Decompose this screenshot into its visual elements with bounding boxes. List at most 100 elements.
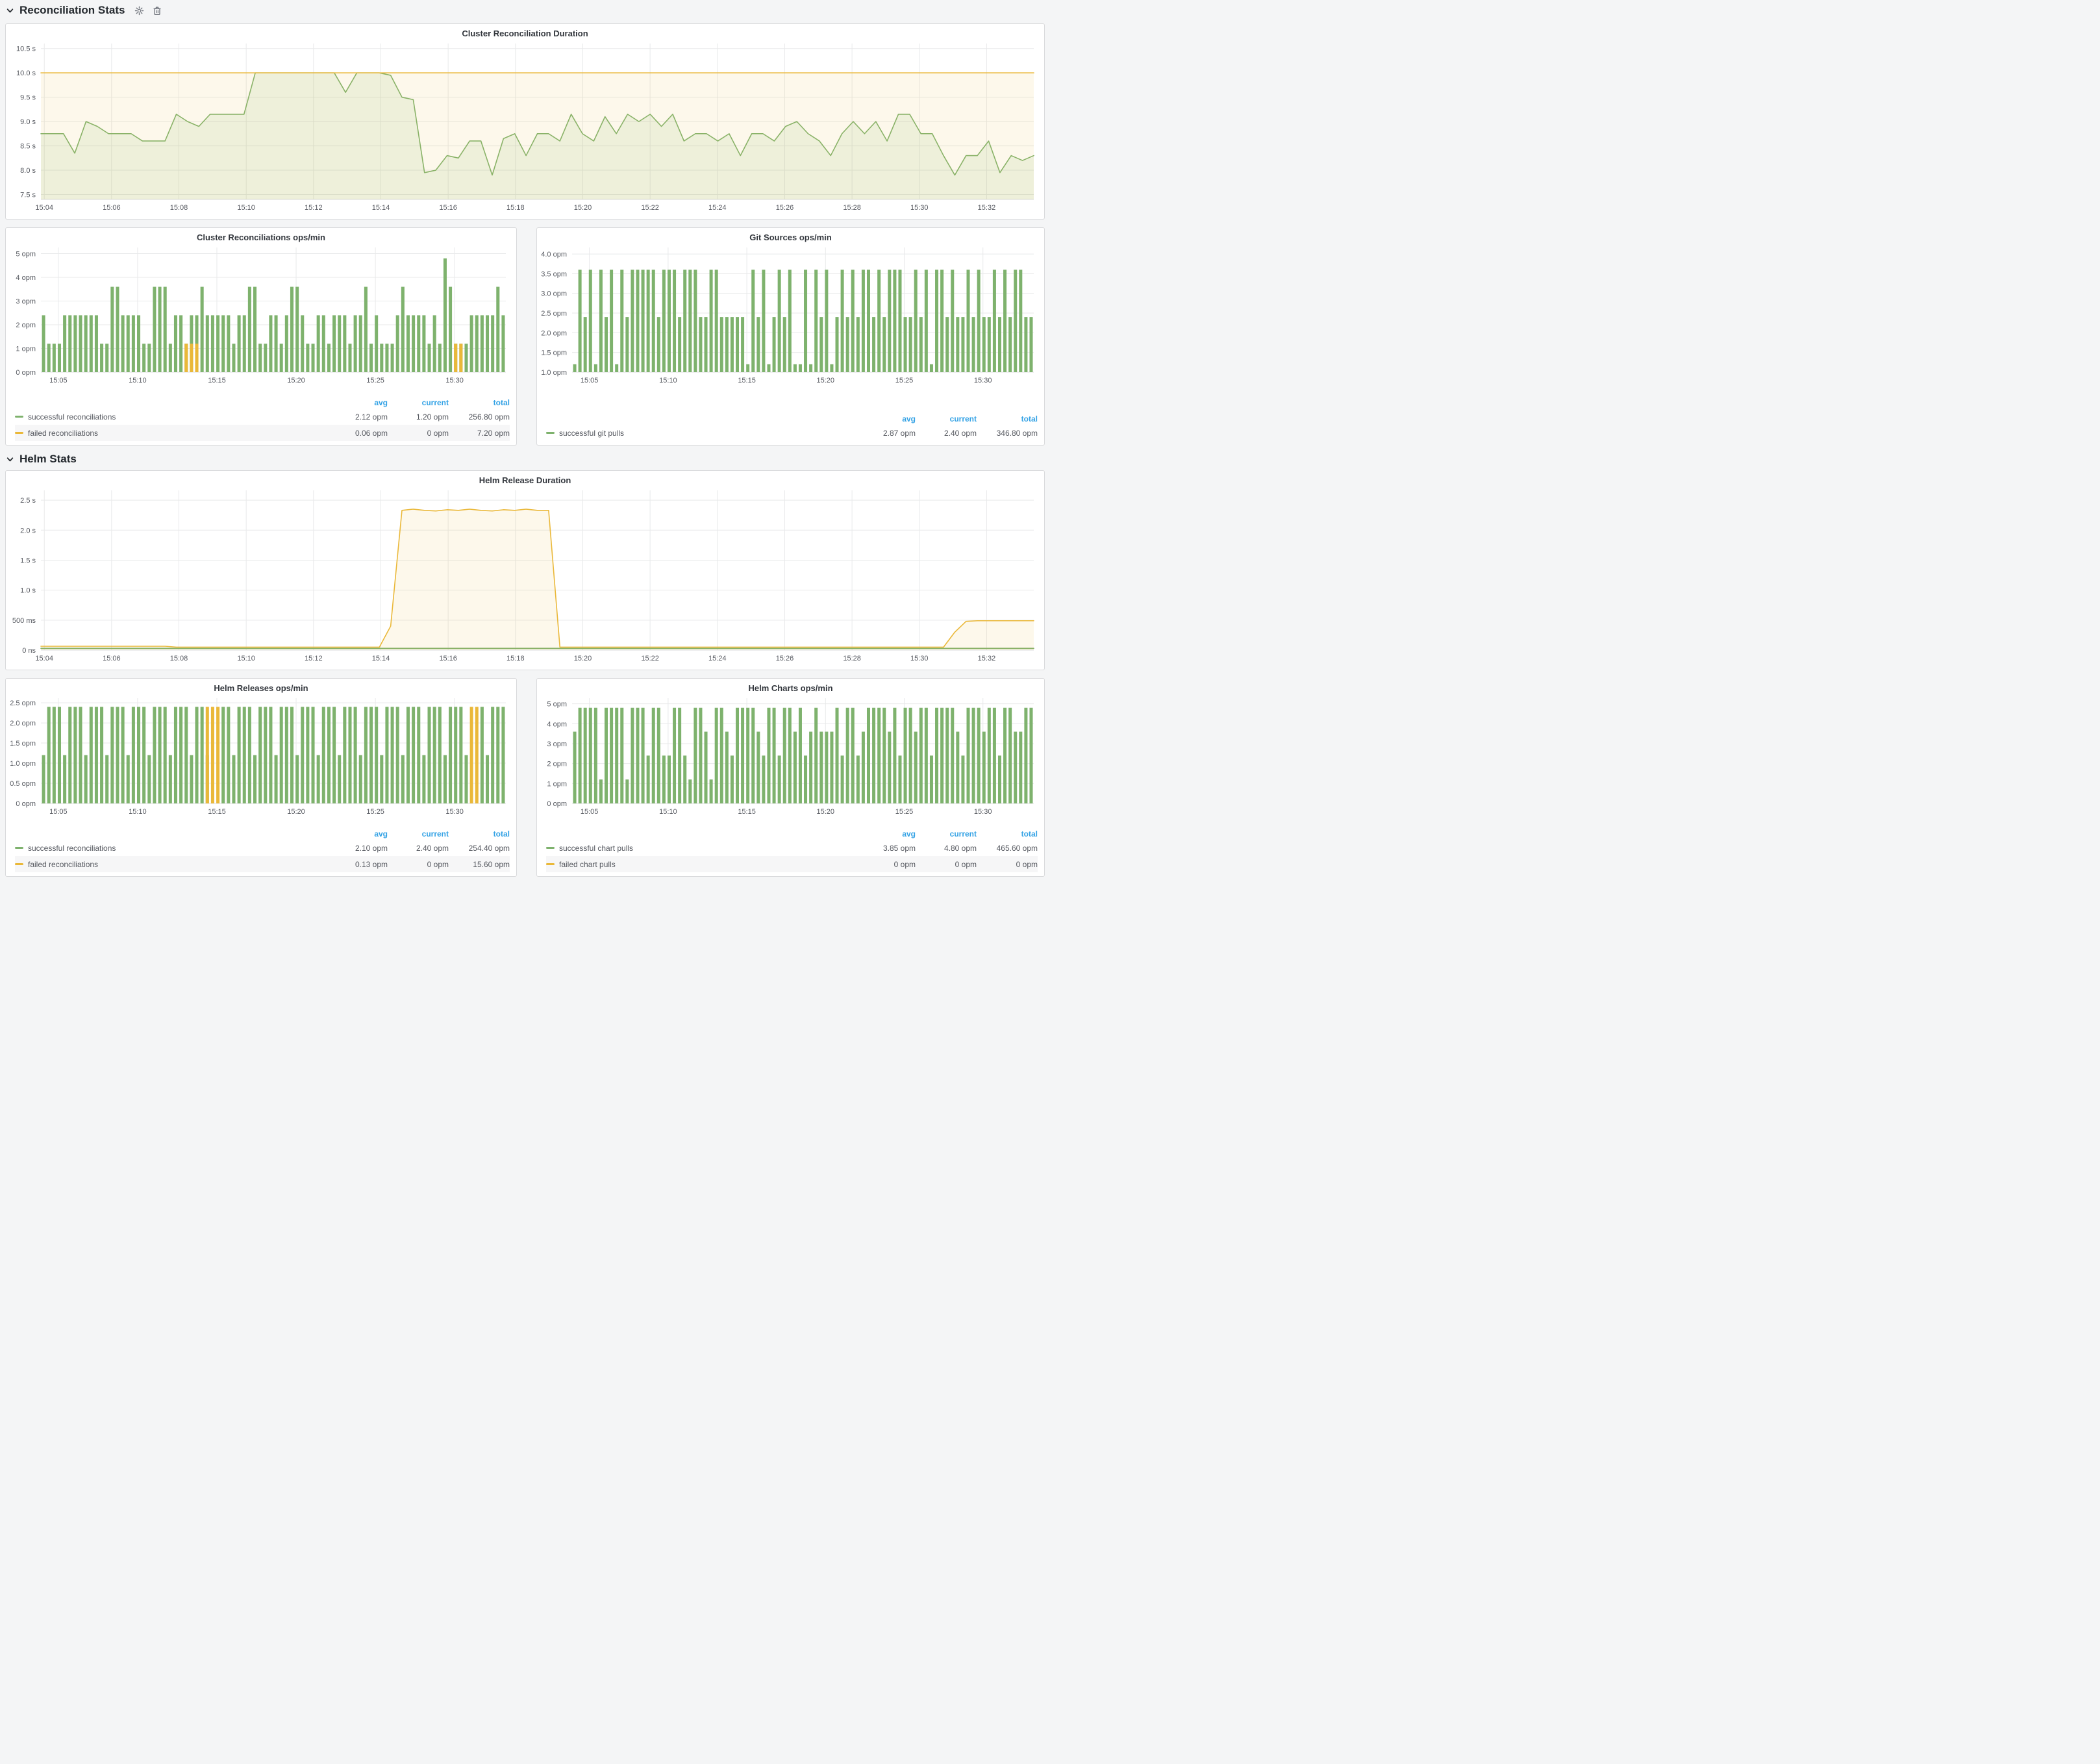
- legend-series[interactable]: failed reconciliations: [15, 860, 327, 869]
- panel-helm-charts-opm: Helm Charts ops/min 15:05 15:10 15:15 15:20…: [536, 678, 1045, 877]
- svg-text:15:25: 15:25: [895, 377, 914, 384]
- panel-title[interactable]: Cluster Reconciliation Duration: [462, 29, 588, 38]
- svg-text:15:18: 15:18: [506, 204, 525, 212]
- legend-series-name[interactable]: successful reconciliations: [28, 412, 116, 422]
- legend-value: 0.13 opm: [355, 859, 388, 869]
- legend-value: 2.12 opm: [355, 412, 388, 422]
- svg-text:4 opm: 4 opm: [16, 274, 36, 282]
- cluster-reconciliations-opm-chart[interactable]: 15:05 15:10 15:15 15:20 15:25 15:30 0 opm 1 opm…: [8, 245, 512, 388]
- svg-text:15:05: 15:05: [49, 377, 68, 384]
- helm-charts-opm-chart[interactable]: 15:05 15:10 15:15 15:20 15:25 15:30 0 opm 1 opm…: [540, 696, 1040, 819]
- legend-column-current[interactable]: current: [949, 829, 977, 838]
- section-title[interactable]: Helm Stats: [19, 453, 77, 465]
- helm-releases-opm-chart[interactable]: 15:05 15:10 15:15 15:20 15:25 15:30 0 opm 0.5 o…: [8, 696, 512, 819]
- svg-text:1.5 opm: 1.5 opm: [541, 349, 567, 357]
- legend-column-current[interactable]: current: [949, 414, 977, 423]
- cluster-reconciliation-duration-chart[interactable]: 15:04 15:06 15:08 15:10 15:12 15:14 15:16 15:18…: [8, 41, 1040, 215]
- legend-series-marker-icon: [15, 847, 23, 849]
- legend-column-avg[interactable]: avg: [902, 829, 916, 838]
- svg-text:1.5 opm: 1.5 opm: [10, 740, 36, 748]
- svg-text:7.5 s: 7.5 s: [20, 192, 36, 199]
- svg-text:15:32: 15:32: [978, 204, 996, 212]
- svg-text:15:30: 15:30: [974, 808, 992, 816]
- svg-text:15:25: 15:25: [895, 808, 914, 816]
- panel-helm-release-duration: Helm Release Duration 15:04 15:06 15:08 15:…: [5, 470, 1045, 670]
- svg-text:15:24: 15:24: [708, 204, 727, 212]
- legend-series-marker-icon: [15, 432, 23, 434]
- legend-series[interactable]: successful reconciliations: [15, 412, 327, 422]
- chevron-down-icon[interactable]: [6, 7, 14, 14]
- legend-column-total[interactable]: total: [493, 829, 510, 838]
- svg-text:15:10: 15:10: [129, 377, 147, 384]
- svg-text:15:08: 15:08: [170, 655, 188, 662]
- legend-column-total[interactable]: total: [1021, 414, 1038, 423]
- legend-column-avg[interactable]: avg: [374, 398, 388, 407]
- legend-column-total[interactable]: total: [1021, 829, 1038, 838]
- legend-series-name[interactable]: successful reconciliations: [28, 843, 116, 853]
- legend-row: failed chart pulls 0 opm 0 opm 0 opm: [546, 856, 1038, 872]
- chevron-down-icon[interactable]: [6, 456, 14, 463]
- svg-text:10.0 s: 10.0 s: [16, 69, 36, 77]
- trash-icon[interactable]: [153, 6, 162, 16]
- svg-text:8.0 s: 8.0 s: [20, 167, 36, 175]
- svg-text:15:15: 15:15: [738, 377, 756, 384]
- svg-text:15:22: 15:22: [641, 655, 659, 662]
- svg-text:2 opm: 2 opm: [547, 761, 567, 768]
- legend-series-name[interactable]: successful chart pulls: [559, 843, 634, 853]
- svg-text:15:20: 15:20: [574, 655, 592, 662]
- helm-charts-opm-legend: avg current total successful chart pulls 3.8…: [546, 828, 1038, 872]
- legend-column-avg[interactable]: avg: [374, 829, 388, 838]
- legend-value: 2.87 opm: [882, 428, 916, 438]
- svg-text:5 opm: 5 opm: [16, 250, 36, 258]
- svg-text:15:14: 15:14: [372, 655, 390, 662]
- panel-cluster-reconciliations-opm: Cluster Reconciliations ops/min 15:05 15:…: [5, 227, 517, 446]
- legend-value: 2.40 opm: [944, 428, 977, 438]
- helm-release-duration-chart[interactable]: 15:04 15:06 15:08 15:10 15:12 15:14 15:16 15:18…: [8, 488, 1040, 666]
- panel-title[interactable]: Cluster Reconciliations ops/min: [197, 233, 325, 242]
- panel-title[interactable]: Helm Charts ops/min: [748, 683, 833, 693]
- legend-value: 0 opm: [427, 428, 449, 438]
- legend-series-name[interactable]: successful git pulls: [559, 428, 625, 438]
- legend-series-name[interactable]: failed chart pulls: [559, 859, 616, 869]
- legend-column-current[interactable]: current: [421, 829, 449, 838]
- panel-title[interactable]: Git Sources ops/min: [749, 233, 832, 242]
- legend-value: 0 opm: [427, 859, 449, 869]
- helm-releases-opm-legend: avg current total successful reconciliation…: [15, 828, 510, 872]
- svg-text:15:10: 15:10: [129, 808, 147, 816]
- legend-column-total[interactable]: total: [493, 398, 510, 407]
- svg-text:1.0 s: 1.0 s: [20, 587, 36, 595]
- svg-text:15:15: 15:15: [208, 377, 226, 384]
- panel-title[interactable]: Helm Release Duration: [479, 475, 571, 485]
- legend-series-name[interactable]: failed reconciliations: [28, 428, 99, 438]
- svg-text:3.0 opm: 3.0 opm: [541, 290, 567, 298]
- legend-series-marker-icon: [546, 847, 555, 849]
- legend-value: 256.80 opm: [468, 412, 510, 422]
- svg-text:15:22: 15:22: [641, 204, 659, 212]
- svg-text:9.0 s: 9.0 s: [20, 118, 36, 126]
- section-title[interactable]: Reconciliation Stats: [19, 4, 125, 16]
- svg-text:2.5 opm: 2.5 opm: [541, 310, 567, 318]
- gear-icon[interactable]: [134, 6, 144, 16]
- svg-text:15:26: 15:26: [776, 204, 794, 212]
- legend-row: successful reconciliations 2.10 opm 2.40 o…: [15, 840, 510, 856]
- legend-series-name[interactable]: failed reconciliations: [28, 859, 99, 869]
- legend-series[interactable]: successful chart pulls: [546, 844, 855, 853]
- legend-value: 2.40 opm: [416, 843, 449, 853]
- legend-series[interactable]: successful reconciliations: [15, 844, 327, 853]
- legend-series[interactable]: failed chart pulls: [546, 860, 855, 869]
- legend-series-marker-icon: [15, 416, 23, 418]
- svg-text:0 opm: 0 opm: [16, 800, 36, 808]
- legend-column-current[interactable]: current: [421, 398, 449, 407]
- legend-value: 0 opm: [955, 859, 977, 869]
- svg-text:2.0 s: 2.0 s: [20, 527, 36, 535]
- git-sources-opm-chart[interactable]: 15:05 15:10 15:15 15:20 15:25 15:30 1.0 opm 1.5…: [540, 245, 1040, 388]
- section-header-reconciliation-stats[interactable]: Reconciliation Stats: [6, 4, 162, 17]
- legend-series[interactable]: successful git pulls: [546, 429, 855, 438]
- svg-text:1.0 opm: 1.0 opm: [541, 369, 567, 377]
- legend-series[interactable]: failed reconciliations: [15, 429, 327, 438]
- svg-text:15:04: 15:04: [35, 204, 53, 212]
- section-header-helm-stats[interactable]: Helm Stats: [6, 453, 77, 466]
- panel-title[interactable]: Helm Releases ops/min: [214, 683, 308, 693]
- legend-column-avg[interactable]: avg: [902, 414, 916, 423]
- svg-text:15:28: 15:28: [843, 204, 861, 212]
